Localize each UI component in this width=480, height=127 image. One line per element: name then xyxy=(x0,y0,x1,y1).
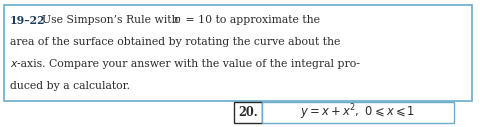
Text: Use Simpson’s Rule with: Use Simpson’s Rule with xyxy=(42,15,182,25)
Text: $n$: $n$ xyxy=(173,15,181,25)
FancyBboxPatch shape xyxy=(234,102,262,123)
FancyBboxPatch shape xyxy=(4,5,472,101)
Text: -axis. Compare your answer with the value of the integral pro-: -axis. Compare your answer with the valu… xyxy=(17,59,360,69)
FancyBboxPatch shape xyxy=(262,102,454,123)
Text: area of the surface obtained by rotating the curve about the: area of the surface obtained by rotating… xyxy=(10,37,340,47)
Text: duced by a calculator.: duced by a calculator. xyxy=(10,81,130,91)
Text: = 10 to approximate the: = 10 to approximate the xyxy=(182,15,320,25)
Text: 19–22: 19–22 xyxy=(10,15,46,26)
Text: $y = x + x^2,\ 0 \leqslant x \leqslant 1$: $y = x + x^2,\ 0 \leqslant x \leqslant 1… xyxy=(300,103,416,122)
Text: $x$: $x$ xyxy=(10,59,19,69)
Text: 20.: 20. xyxy=(238,106,258,119)
